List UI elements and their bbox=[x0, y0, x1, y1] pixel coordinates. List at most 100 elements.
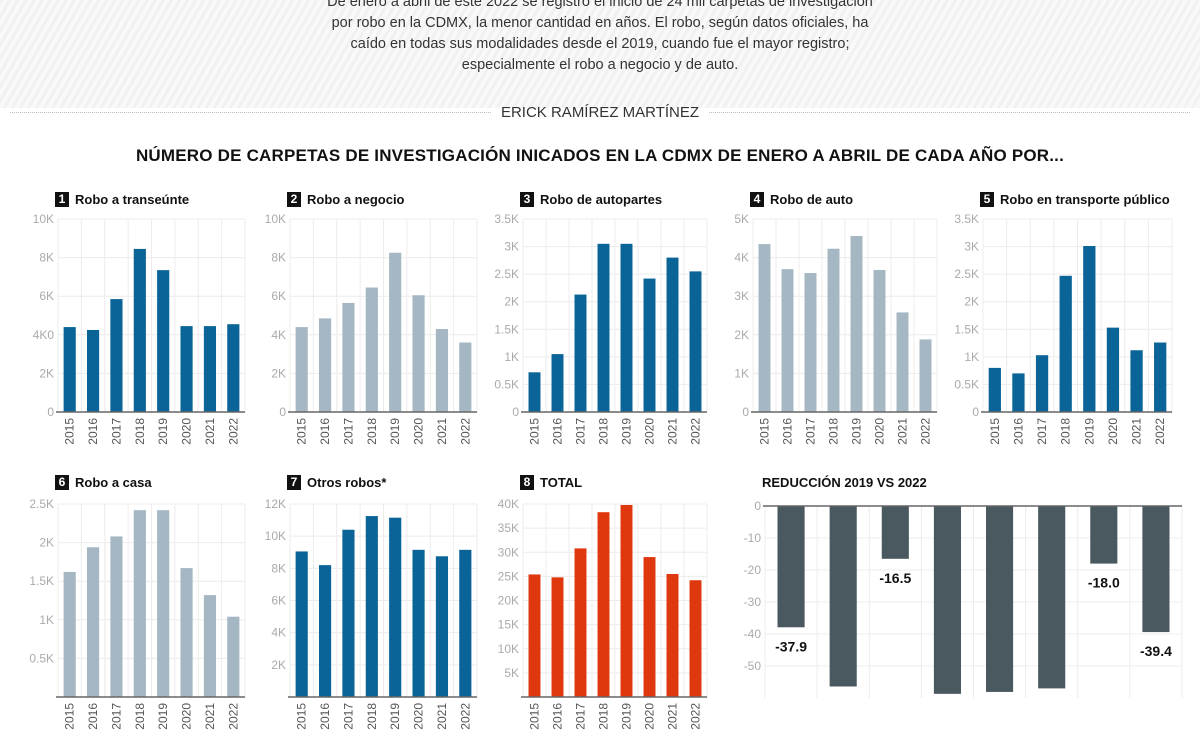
x-tick-label: 2017 bbox=[1035, 418, 1049, 445]
x-tick-label: 2018 bbox=[133, 703, 147, 730]
chart-title-text: Robo de auto bbox=[770, 192, 854, 207]
bar bbox=[777, 506, 805, 628]
bar bbox=[758, 244, 771, 412]
bar bbox=[157, 510, 170, 697]
bar bbox=[365, 516, 378, 697]
y-tick-label: 3K bbox=[734, 289, 749, 303]
x-tick-label: 2022 bbox=[689, 418, 703, 445]
data-label: -16.5 bbox=[879, 570, 911, 586]
chart-title: 4 Robo de auto bbox=[750, 192, 853, 207]
bar bbox=[689, 271, 702, 412]
x-tick-label: 2020 bbox=[643, 703, 657, 730]
x-tick-label: 2022 bbox=[458, 703, 472, 730]
bar bbox=[643, 557, 656, 697]
bar bbox=[157, 270, 170, 412]
y-tick-label: 8K bbox=[271, 561, 286, 575]
bar bbox=[110, 536, 123, 697]
bar bbox=[574, 294, 587, 412]
y-tick-label: 40K bbox=[498, 497, 519, 511]
chart-title: 3 Robo de autopartes bbox=[520, 192, 662, 207]
x-tick-label: 2020 bbox=[180, 418, 194, 445]
y-tick-label: 2.5K bbox=[954, 267, 979, 281]
bar-chart: 0 -10 -20 -30 -40 -50 -37.9 -16.5 -18.0 -39.4 bbox=[744, 499, 1183, 698]
y-tick-label: 3.5K bbox=[954, 212, 979, 226]
x-tick-label: 2021 bbox=[896, 418, 910, 445]
bar bbox=[551, 354, 564, 412]
y-tick-label: 2K bbox=[734, 328, 749, 342]
bar bbox=[389, 252, 402, 412]
divider bbox=[10, 111, 491, 113]
intro-line: caído en todas sus modalidades desde el … bbox=[350, 36, 850, 52]
x-tick-label: 2022 bbox=[689, 703, 703, 730]
intro-line: De enero a abril de este 2022 se registr… bbox=[327, 0, 873, 10]
bar bbox=[227, 324, 240, 412]
x-tick-label: 2018 bbox=[597, 703, 611, 730]
x-tick-label: 2022 bbox=[919, 418, 933, 445]
bar bbox=[133, 510, 146, 697]
bar bbox=[180, 326, 193, 412]
x-tick-label: 2016 bbox=[86, 703, 100, 730]
chart-title: 2 Robo a negocio bbox=[287, 192, 405, 207]
data-label: -37.9 bbox=[775, 638, 807, 654]
bar bbox=[933, 506, 961, 694]
bar bbox=[528, 574, 541, 697]
x-tick-label: 2020 bbox=[412, 418, 426, 445]
x-tick-label: 2015 bbox=[295, 418, 309, 445]
bar bbox=[86, 547, 100, 697]
x-tick-label: 2015 bbox=[758, 418, 772, 445]
x-tick-label: 2021 bbox=[1130, 418, 1144, 445]
bar bbox=[919, 339, 932, 412]
bar-chart: 0 0.5K 1K 1.5K 2K 2.5K 3K 3.5K 2015 2016 2017 2018 2… bbox=[494, 212, 708, 445]
y-tick-label: 3.5K bbox=[494, 212, 519, 226]
bar bbox=[873, 269, 886, 412]
bar-chart: 0 1K 2K 3K 4K 5K 2015 2016 2017 2018 2019 2020 2021 2… bbox=[734, 212, 938, 445]
x-tick-label: 2018 bbox=[827, 418, 841, 445]
bar bbox=[666, 573, 679, 697]
x-tick-label: 2019 bbox=[388, 703, 402, 730]
bar bbox=[459, 342, 472, 412]
y-tick-label: 6K bbox=[39, 289, 54, 303]
x-tick-label: 2020 bbox=[412, 703, 426, 730]
x-tick-label: 2019 bbox=[156, 703, 170, 730]
y-tick-label: 4K0 bbox=[33, 328, 55, 342]
x-tick-label: 2018 bbox=[365, 703, 379, 730]
byline: ERICK RAMÍREZ MARTÍNEZ bbox=[0, 100, 1200, 124]
y-tick-label: 0.5K bbox=[954, 377, 979, 391]
chart-number-badge: 8 bbox=[520, 475, 534, 490]
y-tick-label: -30 bbox=[744, 595, 762, 609]
y-tick-label: 2K bbox=[271, 366, 286, 380]
bar bbox=[1083, 246, 1096, 412]
bar bbox=[203, 326, 217, 412]
bar bbox=[1142, 506, 1170, 633]
x-tick-label: 2022 bbox=[226, 418, 240, 445]
bar bbox=[459, 549, 472, 697]
y-tick-label: 2K bbox=[39, 536, 54, 550]
y-tick-label: 2.5K bbox=[29, 497, 54, 511]
bar bbox=[597, 243, 610, 412]
bar-chart: 5K 10K 15K 20K 25K 30K 35K 40K 2015 2016 2017 2018 2… bbox=[498, 497, 708, 730]
chart-title-text: Robo a casa bbox=[75, 475, 152, 490]
bar bbox=[318, 318, 332, 412]
bar bbox=[620, 243, 633, 412]
bar bbox=[1106, 327, 1120, 412]
x-tick-label: 2020 bbox=[1106, 418, 1120, 445]
x-tick-label: 2018 bbox=[597, 418, 611, 445]
bar bbox=[1038, 506, 1066, 689]
x-tick-label: 2016 bbox=[318, 418, 332, 445]
bar bbox=[574, 548, 587, 697]
data-label: -18.0 bbox=[1088, 575, 1120, 591]
y-tick-label: 0 bbox=[512, 405, 519, 419]
bar bbox=[1154, 342, 1167, 412]
bar bbox=[342, 302, 355, 412]
x-tick-label: 2015 bbox=[528, 418, 542, 445]
x-tick-label: 2016 bbox=[1011, 418, 1025, 445]
bar bbox=[1059, 275, 1072, 412]
bar bbox=[227, 616, 240, 697]
y-tick-label: 3K bbox=[964, 240, 979, 254]
bar bbox=[86, 329, 100, 412]
bar-chart: 2K 4K 6K 8K 10K 12K 2015 2016 2017 2018 2019 2020 20… bbox=[265, 497, 478, 730]
bar bbox=[389, 517, 402, 697]
x-tick-label: 2019 bbox=[388, 418, 402, 445]
x-tick-label: 2022 bbox=[1153, 418, 1167, 445]
x-tick-label: 2021 bbox=[203, 418, 217, 445]
